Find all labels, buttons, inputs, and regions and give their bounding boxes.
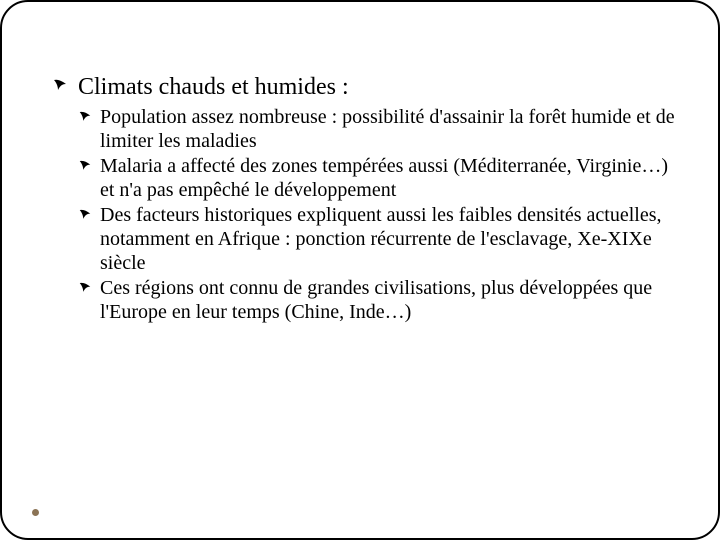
- sub-bullet-text: Ces régions ont connu de grandes civilis…: [100, 276, 678, 325]
- main-list: Climats chauds et humides : Population a…: [52, 72, 678, 325]
- slide-frame: Climats chauds et humides : Population a…: [0, 0, 720, 540]
- sub-bullet: Malaria a affecté des zones tempérées au…: [78, 154, 678, 203]
- sub-bullet: Population assez nombreuse : possibilité…: [78, 105, 678, 154]
- sub-bullet-text: Des facteurs historiques expliquent auss…: [100, 203, 678, 276]
- sub-bullet: Ces régions ont connu de grandes civilis…: [78, 276, 678, 325]
- sub-list: Population assez nombreuse : possibilité…: [78, 105, 678, 325]
- sub-bullet-text: Population assez nombreuse : possibilité…: [100, 105, 678, 154]
- sub-bullet-text: Malaria a affecté des zones tempérées au…: [100, 154, 678, 203]
- main-bullet: Climats chauds et humides : Population a…: [52, 72, 678, 325]
- footer-dot-icon: [32, 509, 39, 516]
- sub-bullet: Des facteurs historiques expliquent auss…: [78, 203, 678, 276]
- main-bullet-text: Climats chauds et humides :: [78, 72, 678, 102]
